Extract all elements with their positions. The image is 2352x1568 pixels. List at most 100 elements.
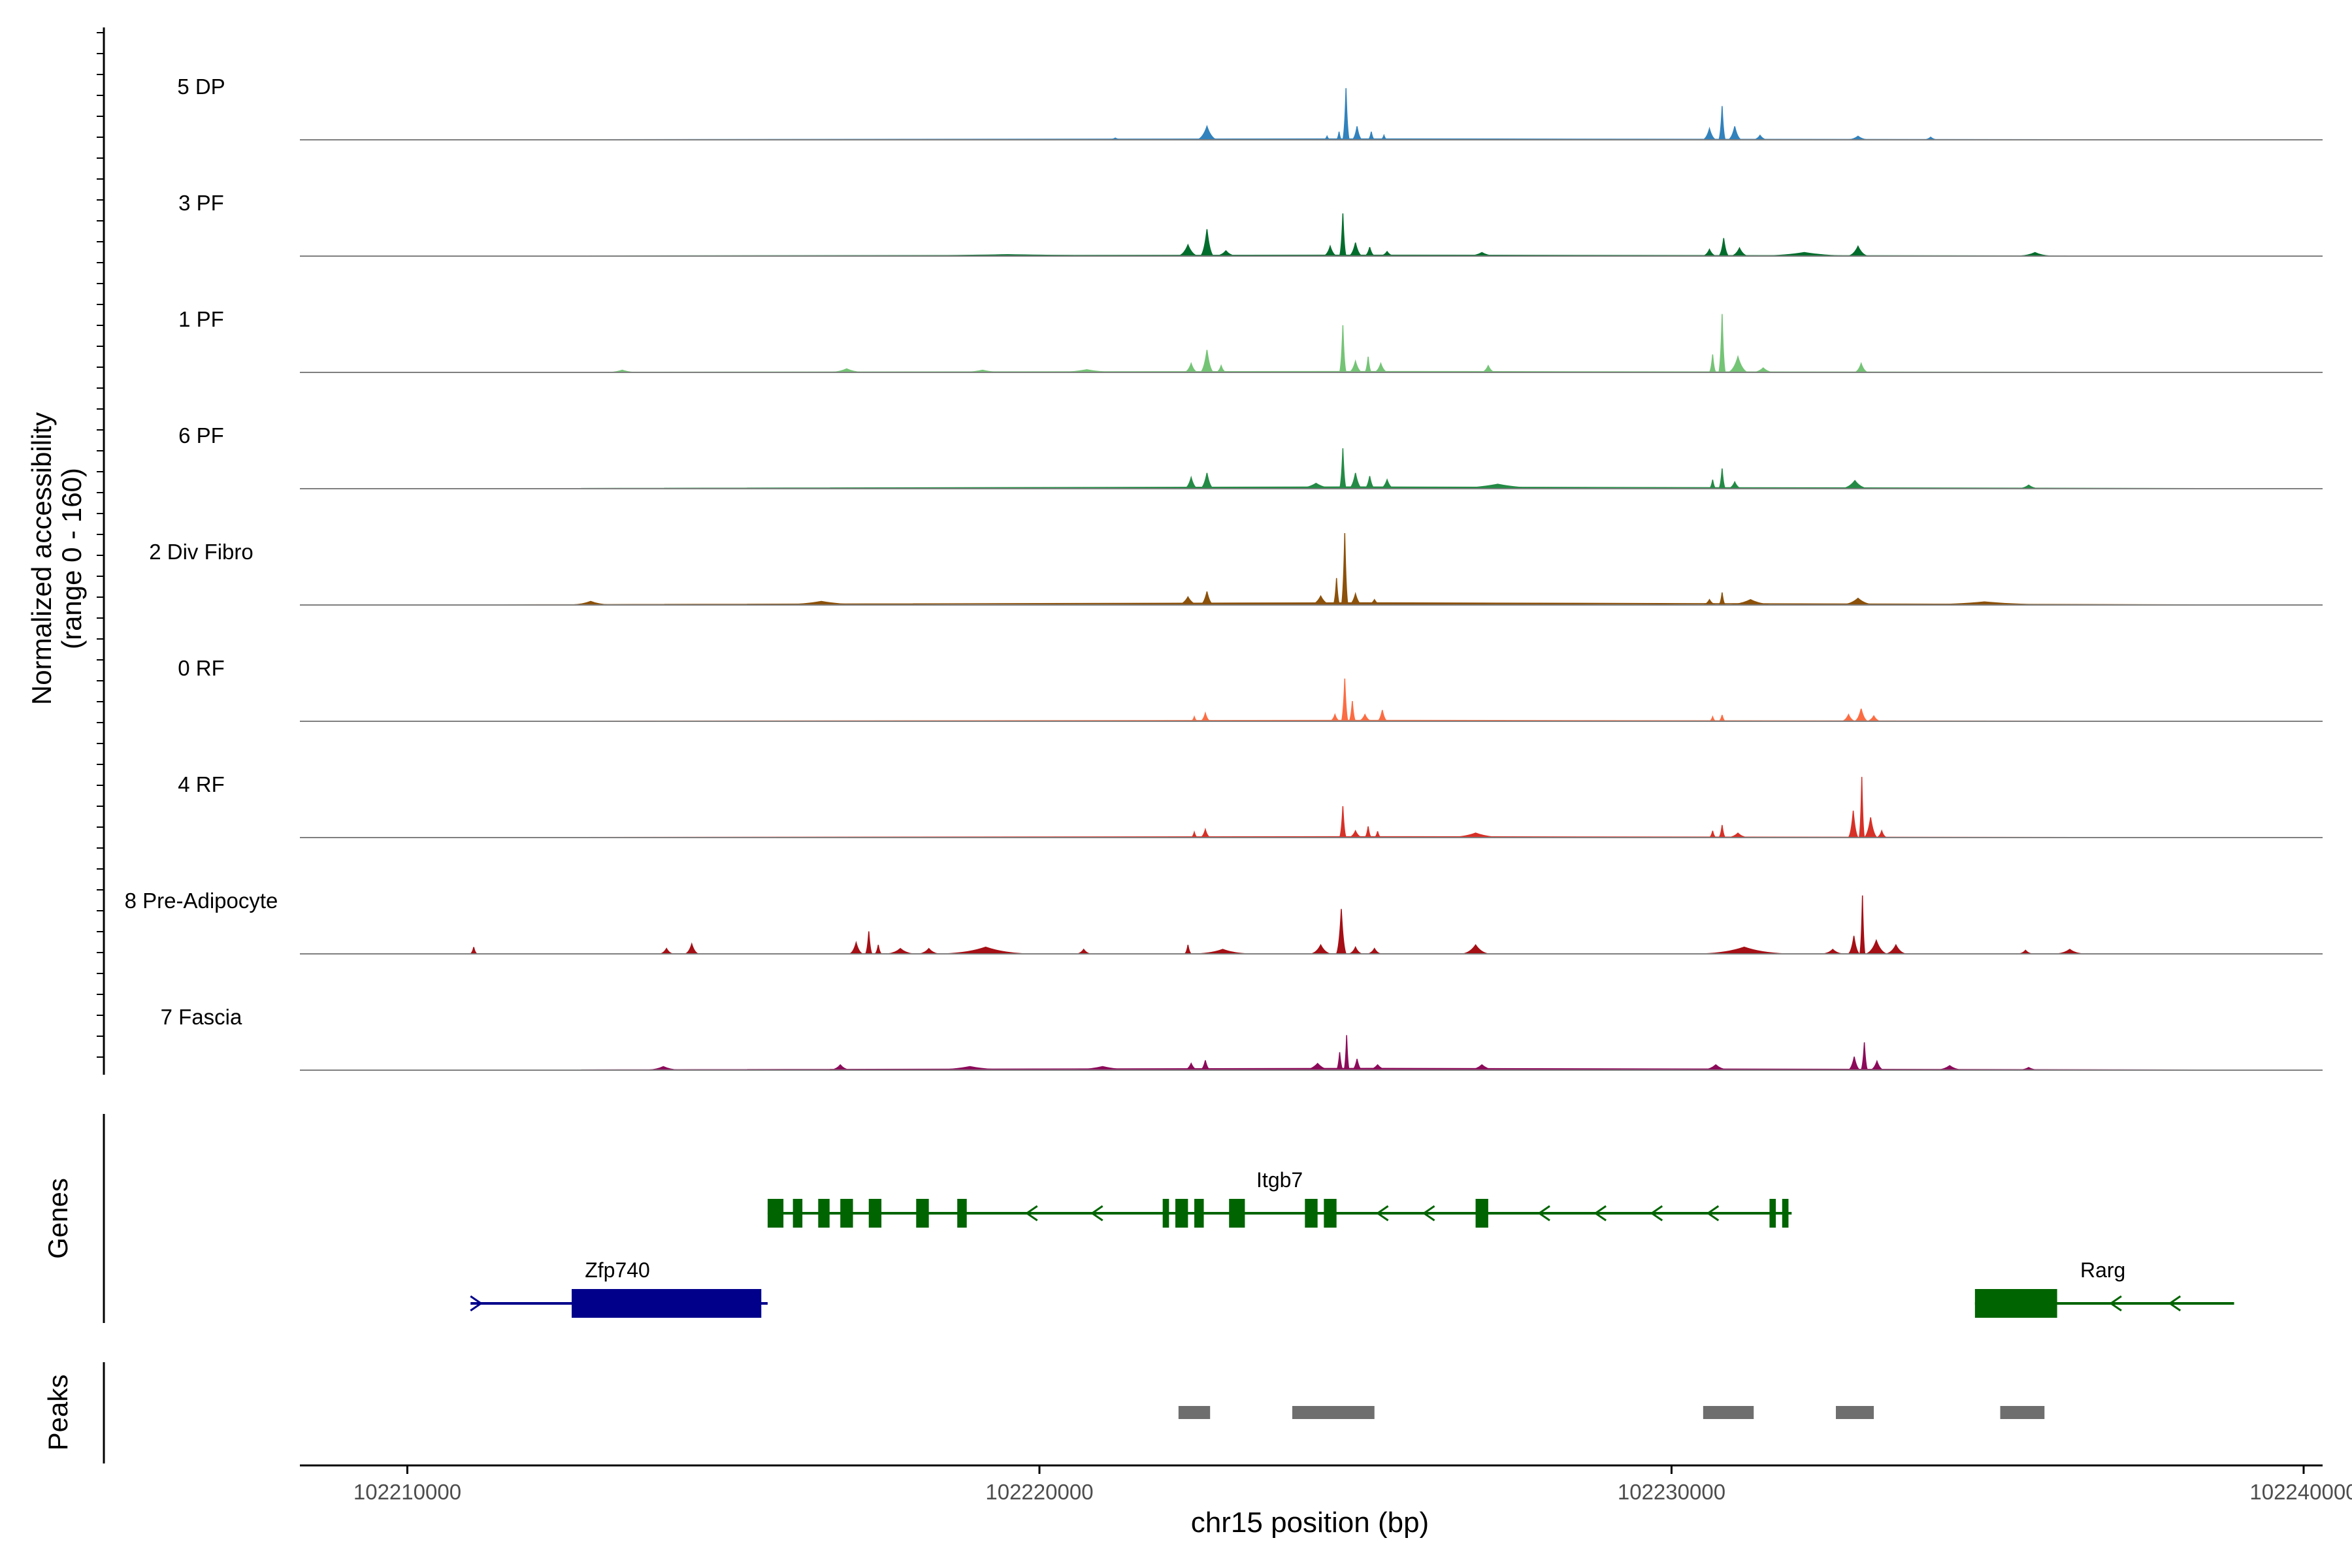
gene-exon [1162,1199,1169,1228]
genes-axis-label: Genes [42,1178,73,1259]
coverage-peak [1374,361,1388,373]
coverage-peak [864,931,873,955]
coverage-peak [1364,356,1373,373]
x-tick-label: 102220000 [985,1480,1093,1504]
coverage-peak [1859,895,1866,955]
coverage-peak [1350,1058,1364,1071]
track-label: 5 DP [177,74,225,99]
track-label: 7 Fascia [161,1005,242,1029]
gene-exon [868,1199,882,1228]
coverage-peak [1364,826,1373,838]
coverage-peak [1339,448,1347,489]
coverage-peak [685,942,698,955]
track-label: 2 Div Fibro [149,540,253,564]
strand-arrow [1376,1205,1389,1222]
coverage-peak [1380,478,1394,489]
strand-arrow [2168,1295,2181,1312]
coverage-peak [1339,325,1347,373]
y-axis-title-line2: (range 0 - 160) [56,468,87,649]
coverage-peak [1728,126,1742,140]
coverage-peak [1463,943,1489,955]
coverage-peak [1335,909,1347,955]
gene-exon [1769,1199,1776,1228]
strand-arrow [470,1295,483,1312]
gene-exon [1229,1199,1245,1228]
coverage-peak [1332,578,1341,606]
coverage-peak [1178,596,1198,606]
peaks-axis-label: Peaks [42,1375,73,1451]
gene-itgb7: Itgb7 [767,1168,1792,1228]
x-tick-label: 102240000 [2249,1480,2352,1504]
coverage-peak [1854,361,1868,373]
gene-exon [1974,1289,2057,1318]
coverage-peak [1718,825,1727,838]
coverage-peak [1341,678,1349,722]
coverage-peak [1197,125,1217,140]
gene-exon [957,1199,967,1228]
gene-annotation-group: Itgb7 Zfp740 Rarg [470,1168,2234,1318]
coverage-peak [1200,591,1214,606]
coverage-peak [1886,943,1906,955]
track-5-dp: 5 DP [177,74,2323,140]
gene-exon [792,1199,803,1228]
coverage-peak [1718,238,1730,257]
coverage-peak [1847,810,1859,838]
peak-region [1836,1406,1874,1419]
peak-region-group [1178,1406,2045,1419]
coverage-peak [1348,701,1357,722]
strand-arrow [1090,1205,1103,1222]
strand-arrow [1706,1205,1720,1222]
coverage-peak [1348,591,1362,606]
x-axis-ticks: 102210000 102220000 102230000 102240000 [353,1465,2352,1504]
gene-label: Itgb7 [1256,1168,1303,1192]
coverage-peak [1343,1035,1350,1071]
track-label: 8 Pre-Adipocyte [125,889,278,913]
coverage-peak [1847,936,1861,955]
track-4-rf: 4 RF [178,772,2323,838]
gene-label: Zfp740 [585,1258,650,1282]
gene-exon [916,1199,929,1228]
coverage-peak [1311,943,1331,955]
coverage-peak [1200,1060,1211,1071]
track-7-fascia: 7 Fascia [161,1005,2323,1071]
x-tick-label: 102230000 [1618,1480,1725,1504]
gene-exon [1305,1199,1318,1228]
gene-zfp740: Zfp740 [470,1258,768,1318]
coverage-peak [1718,592,1727,606]
track-6-pf: 6 PF [178,423,2323,489]
track-label: 0 RF [178,656,225,680]
coverage-peak [1842,480,1868,489]
strand-arrow [1650,1205,1663,1222]
coverage-peak [1348,359,1362,373]
gene-exon [767,1199,784,1228]
coverage-peak [1718,106,1726,140]
coverage-peak [1854,708,1868,722]
coverage-peak [874,945,883,955]
coverage-peak [1848,245,1868,257]
coverage-peak [1348,242,1362,257]
gene-rarg: Rarg [1974,1258,2234,1318]
track-0-rf: 0 RF [178,656,2323,722]
strand-arrow [1537,1205,1550,1222]
coverage-peak [1708,354,1717,373]
gene-exon [840,1199,853,1228]
gene-exon [1324,1199,1337,1228]
coverage-peak [1364,247,1375,257]
coverage-peak [1363,476,1377,489]
coverage-peak [1178,243,1198,257]
peak-region [1292,1406,1375,1419]
coverage-peak [1342,88,1350,140]
coverage-peak [1200,827,1211,838]
track-3-pf: 3 PF [178,191,2323,257]
coverage-peak [1846,1056,1862,1071]
coverage-peak [1718,314,1726,373]
coverage-peak [1866,939,1887,955]
coverage-peak [1350,126,1364,140]
strand-arrow [1422,1205,1435,1222]
track-1-pf: 1 PF [178,307,2323,373]
coverage-peak [1199,350,1215,373]
coverage-peak [1375,710,1389,722]
gene-exon [1475,1199,1488,1228]
